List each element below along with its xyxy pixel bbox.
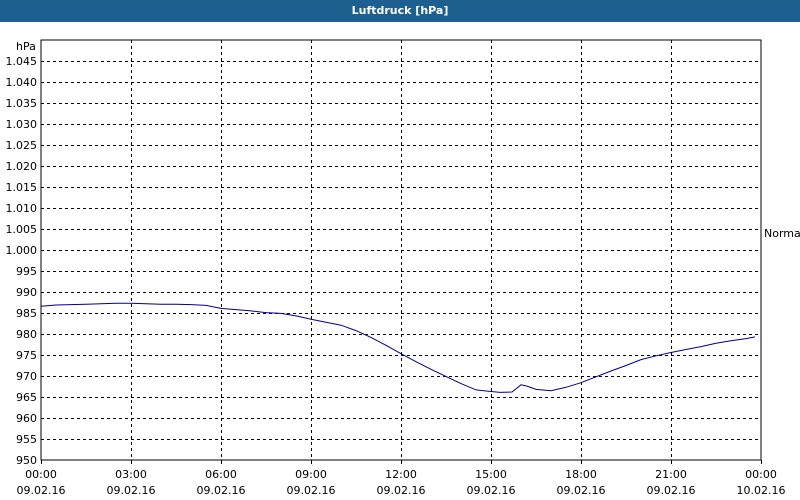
y-tick-label: 1.045 — [6, 55, 38, 68]
y-tick-label: 1.025 — [6, 139, 38, 152]
x-tick-date-label: 09.02.16 — [107, 484, 156, 497]
y-tick-label: 1.010 — [6, 202, 38, 215]
x-tick-date-label: 09.02.16 — [467, 484, 516, 497]
x-tick-time-label: 00:00 — [25, 468, 57, 481]
chart-title-bar: Luftdruck [hPa] — [0, 0, 800, 22]
y-tick-label: 1.020 — [6, 160, 38, 173]
x-tick-date-label: 09.02.16 — [287, 484, 336, 497]
y-tick-label: 1.030 — [6, 118, 38, 131]
x-tick-date-label: 09.02.16 — [197, 484, 246, 497]
y-tick-label: 990 — [16, 286, 37, 299]
y-tick-label: 970 — [16, 370, 37, 383]
x-tick-time-label: 09:00 — [295, 468, 327, 481]
x-tick-time-label: 12:00 — [385, 468, 417, 481]
x-tick-time-label: 15:00 — [475, 468, 507, 481]
pressure-series-line — [40, 302, 756, 393]
y-tick-label: 1.040 — [6, 76, 38, 89]
x-tick-date-label: 09.02.16 — [647, 484, 696, 497]
x-tick-time-label: 00:00 — [745, 468, 777, 481]
chart-title: Luftdruck [hPa] — [351, 4, 449, 17]
x-tick-time-label: 21:00 — [655, 468, 687, 481]
y-tick-label: 985 — [16, 307, 37, 320]
y-axis-unit-label: hPa — [16, 40, 36, 53]
normal-annotation: Normal — [764, 227, 800, 240]
x-tick-date-label: 09.02.16 — [377, 484, 426, 497]
y-tick-label: 980 — [16, 328, 37, 341]
grid — [41, 40, 761, 460]
y-tick-label: 1.000 — [6, 244, 38, 257]
y-axis: 950 955 960 965 970 975 980 985 990 995 1.000 1.005… — [6, 55, 38, 467]
x-tick-date-label: 09.02.16 — [557, 484, 606, 497]
x-tick-date-label: 10.02.16 — [737, 484, 786, 497]
y-tick-label: 1.005 — [6, 223, 38, 236]
y-tick-label: 995 — [16, 265, 37, 278]
y-tick-label: 965 — [16, 391, 37, 404]
x-axis: 00:00 09.02.16 03:00 09.02.16 06:00 09.02.16 0… — [17, 460, 786, 497]
x-tick-date-label: 09.02.16 — [17, 484, 66, 497]
x-tick-time-label: 03:00 — [115, 468, 147, 481]
y-tick-label: 1.015 — [6, 181, 38, 194]
y-tick-label: 1.035 — [6, 97, 38, 110]
y-tick-label: 975 — [16, 349, 37, 362]
x-tick-time-label: 18:00 — [565, 468, 597, 481]
y-tick-label: 960 — [16, 412, 37, 425]
y-tick-label: 950 — [16, 454, 37, 467]
x-tick-time-label: 06:00 — [205, 468, 237, 481]
y-tick-label: 955 — [16, 433, 37, 446]
